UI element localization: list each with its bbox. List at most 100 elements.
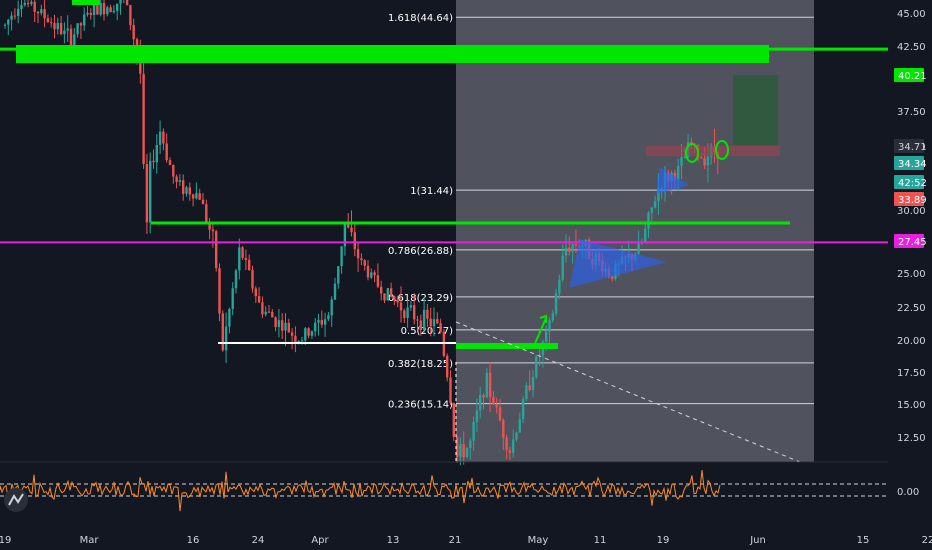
candle-body [96,4,99,15]
price-axis[interactable]: 45.0042.5037.5035.0030.0025.0022.5020.00… [894,9,927,498]
time-tick-label: 11 [594,535,607,546]
candle-body [63,30,66,35]
candle-body [13,15,17,17]
candle-body [205,204,208,222]
price-tick-label: 22.50 [897,303,926,314]
candle-body [498,407,502,421]
chart-logo[interactable] [4,488,28,512]
candle-body [218,268,221,314]
candle-body [307,328,310,336]
candle-body [416,319,419,321]
candle-body [327,315,330,320]
candle-body [248,259,251,270]
price-tick-label: 42.50 [897,42,926,53]
oscillator-line [0,469,721,512]
candle-body [680,157,683,166]
fibonacci-retracement[interactable]: 1.618(44.64) 1(31.44) 0.786(26.88) 0.618(23… [388,13,814,411]
candle-body [23,3,26,6]
candle-body [465,447,469,457]
candle-body [50,22,53,24]
candle-body [347,221,350,228]
candle-body [673,172,677,180]
candle-body [657,188,660,202]
candle-body [92,4,96,16]
marker-circle [685,143,699,163]
price-badge-label: 34.71 [898,142,927,153]
time-tick-label: 24 [252,535,265,546]
candle-body [502,420,505,438]
fib-level-label: 1(31.44) [410,186,453,197]
candle-body [564,247,568,256]
time-tick-label: 15 [857,535,870,546]
time-tick-label: Apr [311,535,329,546]
candle-body [69,28,73,46]
time-tick-label: May [528,535,549,546]
candle-body [455,436,459,457]
candle-body [234,270,238,289]
target-zone-box [733,75,778,145]
candle-body [83,14,86,26]
time-tick-label: Jun [749,535,766,546]
candle-body [356,249,360,259]
candle-body [505,437,508,451]
candle-body [284,322,287,331]
candle-body [125,0,129,6]
time-axis[interactable]: 19 Mar 16 24 Apr 13 21 May 11 19 Jun 15 22 [0,535,932,546]
candle-body [155,144,158,163]
candle-body [221,313,224,351]
candle-body [304,328,307,341]
candle-body [426,309,429,319]
candle-body [162,131,165,144]
candle-body [66,28,69,31]
candle-body [287,322,290,333]
candle-body [515,432,518,440]
candle-body [43,9,46,19]
candle-body [413,305,416,320]
candle-body [59,23,63,35]
candle-body [551,313,554,321]
price-tick-label: 15.00 [897,400,926,411]
candle-body [264,311,267,315]
candle-body [396,300,399,303]
candle-body [109,7,112,13]
stop-zone-box [646,146,780,156]
fib-level-label: 0.5(20.77) [401,326,453,337]
candle-body [363,260,366,266]
marker-circle [715,140,729,160]
candle-body [512,439,515,453]
green-resistance-zone [16,45,769,63]
candle-body [251,269,254,289]
candle-body [320,320,323,325]
candle-body [343,221,347,247]
candle-body [535,356,538,378]
drawing-tools[interactable] [0,0,888,463]
candle-body [495,404,498,408]
candle-body [290,332,294,336]
candle-body [373,272,376,276]
candle-body [531,377,535,391]
candle-body [30,1,33,4]
candle-body [132,25,135,40]
candle-body [337,266,340,284]
candle-body [300,340,304,342]
candle-body [545,331,548,342]
candle-body [350,227,353,233]
candle-body [383,293,386,301]
candle-body [452,403,455,437]
candle-body [201,199,205,205]
candle-body [20,5,23,9]
candle-body [89,12,92,16]
candle-body [26,3,30,5]
candle-body [528,385,531,391]
price-tick-label: 30.00 [897,206,926,217]
candle-body [399,302,403,311]
price-badge [894,234,924,248]
candle-body [561,255,564,280]
candle-body [139,53,142,74]
time-tick-label: 19 [0,535,11,546]
candle-body [7,19,10,25]
price-tick-label: 45.00 [897,9,926,20]
candle-body [683,157,686,159]
price-badge [894,192,924,206]
